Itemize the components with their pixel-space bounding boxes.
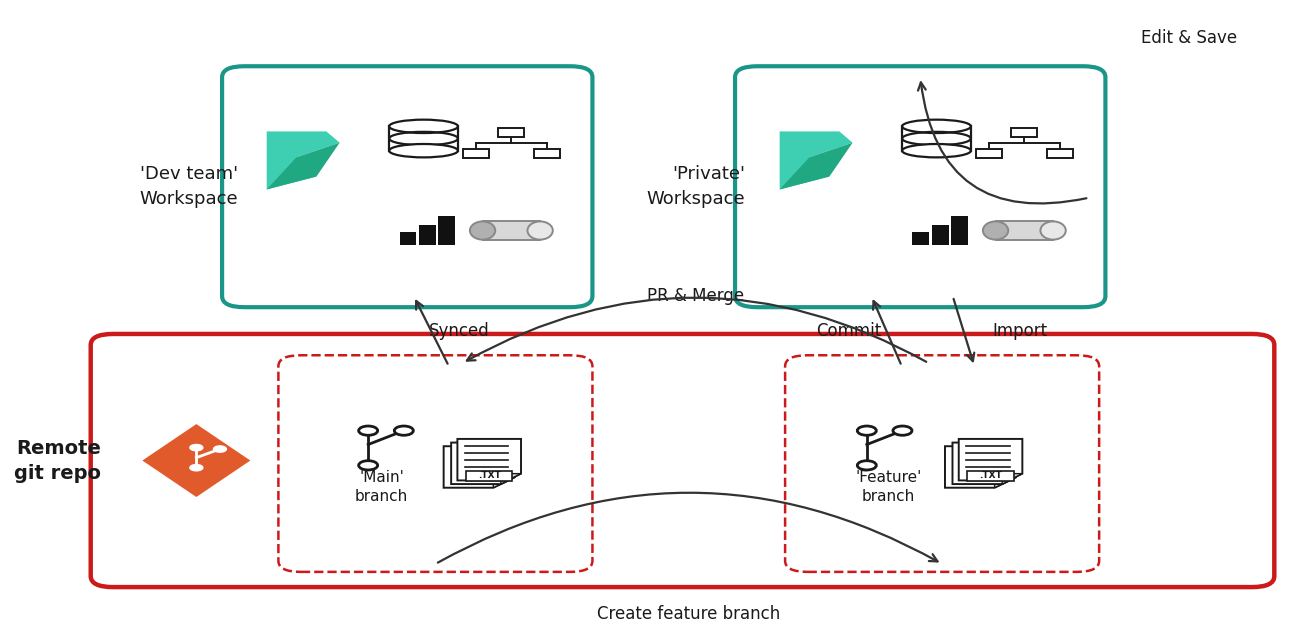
FancyBboxPatch shape <box>1047 148 1074 158</box>
Ellipse shape <box>902 120 970 133</box>
Polygon shape <box>780 131 853 189</box>
Text: .TXT: .TXT <box>478 471 500 480</box>
Polygon shape <box>946 446 1008 487</box>
Polygon shape <box>266 143 340 189</box>
Ellipse shape <box>389 120 458 133</box>
Circle shape <box>359 426 377 435</box>
Text: Create feature branch: Create feature branch <box>597 605 781 623</box>
Text: 'Private'
Workspace: 'Private' Workspace <box>646 165 744 208</box>
FancyBboxPatch shape <box>902 126 970 151</box>
FancyBboxPatch shape <box>735 66 1105 307</box>
Circle shape <box>394 426 413 435</box>
FancyBboxPatch shape <box>483 221 541 240</box>
Bar <box>438 216 454 245</box>
Bar <box>913 232 930 245</box>
Ellipse shape <box>983 221 1008 240</box>
Polygon shape <box>1002 477 1016 484</box>
Polygon shape <box>952 443 1016 484</box>
FancyBboxPatch shape <box>222 66 593 307</box>
Polygon shape <box>457 439 521 481</box>
FancyBboxPatch shape <box>534 148 560 158</box>
Circle shape <box>893 426 912 435</box>
Polygon shape <box>494 481 507 487</box>
Circle shape <box>857 460 876 470</box>
Text: Remote
git repo: Remote git repo <box>14 438 101 482</box>
Text: Synced: Synced <box>428 322 490 340</box>
Text: PR & Merge: PR & Merge <box>646 287 744 305</box>
Bar <box>400 232 417 245</box>
Polygon shape <box>451 443 515 484</box>
Text: Commit: Commit <box>816 322 882 340</box>
FancyBboxPatch shape <box>466 471 512 481</box>
Polygon shape <box>444 446 507 487</box>
FancyBboxPatch shape <box>968 471 1013 481</box>
FancyBboxPatch shape <box>90 334 1275 587</box>
FancyBboxPatch shape <box>278 355 593 572</box>
Polygon shape <box>780 143 853 189</box>
Text: .TXT: .TXT <box>980 471 1002 480</box>
FancyBboxPatch shape <box>1011 128 1037 137</box>
Bar <box>951 216 968 245</box>
Polygon shape <box>959 439 1023 481</box>
Ellipse shape <box>902 144 970 157</box>
Ellipse shape <box>1041 221 1066 240</box>
FancyBboxPatch shape <box>499 128 525 137</box>
Polygon shape <box>500 477 515 484</box>
Bar <box>419 225 435 245</box>
Text: Import: Import <box>993 322 1047 340</box>
Polygon shape <box>1008 474 1023 481</box>
Ellipse shape <box>528 221 552 240</box>
Circle shape <box>189 445 202 451</box>
Polygon shape <box>995 481 1008 487</box>
Circle shape <box>857 426 876 435</box>
Polygon shape <box>266 131 340 189</box>
FancyBboxPatch shape <box>462 148 488 158</box>
FancyBboxPatch shape <box>976 148 1002 158</box>
Ellipse shape <box>389 144 458 157</box>
Text: 'Feature'
branch: 'Feature' branch <box>855 469 922 504</box>
Circle shape <box>213 446 226 452</box>
Ellipse shape <box>470 221 495 240</box>
Circle shape <box>359 460 377 470</box>
FancyBboxPatch shape <box>995 221 1053 240</box>
Circle shape <box>189 465 202 471</box>
Polygon shape <box>507 474 521 481</box>
Polygon shape <box>141 423 252 498</box>
Text: Edit & Save: Edit & Save <box>1141 29 1237 47</box>
Text: 'Main'
branch: 'Main' branch <box>355 469 409 504</box>
FancyBboxPatch shape <box>785 355 1100 572</box>
FancyBboxPatch shape <box>389 126 458 151</box>
Text: 'Dev team'
Workspace: 'Dev team' Workspace <box>140 165 239 208</box>
Bar <box>931 225 948 245</box>
